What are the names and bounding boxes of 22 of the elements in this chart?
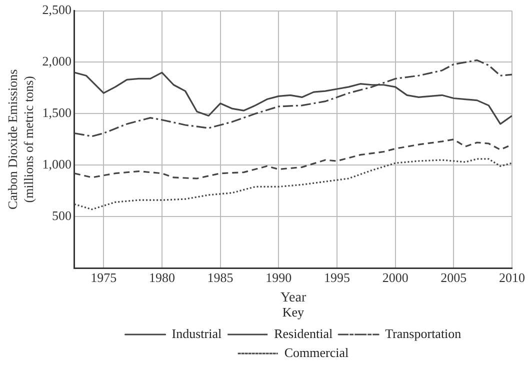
x-axis-title: Year (280, 290, 306, 306)
x-tick-label: 1975 (90, 270, 117, 286)
y-tick-label: 2,000 (42, 54, 72, 69)
legend-title: Key (282, 304, 305, 320)
x-tick-label: 2000 (382, 270, 408, 286)
y-axis-title: Carbon Dioxide Emissions (millions of metric tons) (5, 69, 36, 210)
x-tick-label: 1980 (148, 270, 175, 286)
y-tick-label: 2,500 (42, 2, 72, 18)
x-tick-label: 1990 (266, 270, 292, 286)
legend-label: Commercial (284, 344, 349, 360)
y-tick-label: 1,000 (42, 156, 72, 172)
y-tick-label: 1,500 (42, 105, 72, 120)
x-tick-label: 2005 (440, 270, 467, 286)
legend-label: Industrial (172, 326, 222, 341)
x-tick-label: 1995 (324, 270, 350, 286)
line-series (74, 158, 512, 210)
x-tick-label: 2010 (499, 270, 525, 286)
line-series (74, 59, 512, 138)
legend-label: Transportation (385, 326, 462, 341)
legend-label: Residential (274, 326, 333, 341)
y-tick-label: 500 (52, 208, 72, 223)
x-tick-label: 1985 (207, 270, 234, 286)
